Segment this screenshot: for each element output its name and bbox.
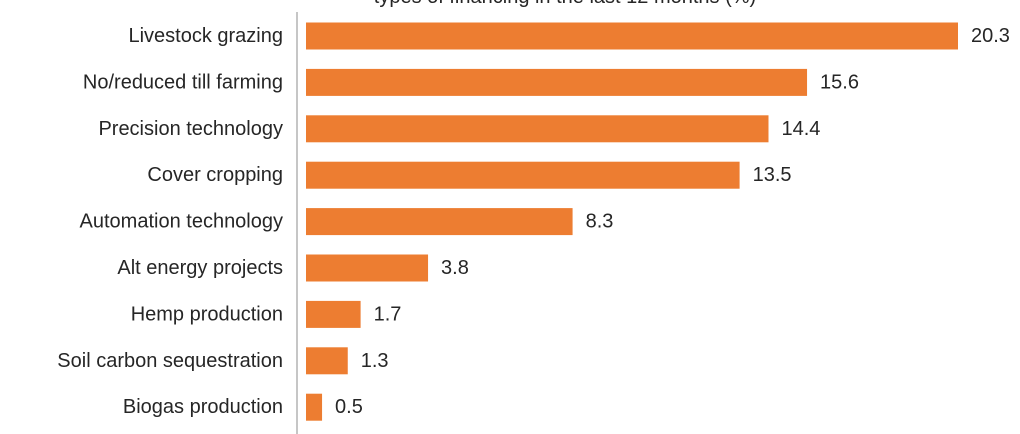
category-label-alt-energy-projects: Alt energy projects	[117, 257, 283, 279]
bar-cover-cropping	[306, 161, 740, 189]
category-labels-group: Livestock grazing No/reduced till farming…	[57, 25, 283, 418]
bar-no-reduced-till-farming	[306, 68, 808, 96]
category-label-hemp-production: Hemp production	[131, 303, 283, 325]
category-label-cover-cropping: Cover cropping	[147, 164, 283, 186]
category-label-soil-carbon-sequestration: Soil carbon sequestration	[57, 350, 283, 372]
value-label-no-reduced-till-farming: 15.6	[820, 71, 859, 93]
bar-precision-technology	[306, 115, 769, 143]
value-label-alt-energy-projects: 3.8	[441, 257, 469, 279]
bars-group	[306, 22, 958, 421]
category-label-precision-technology: Precision technology	[98, 118, 283, 140]
bar-hemp-production	[306, 300, 361, 328]
bar-biogas-production	[306, 393, 323, 421]
value-label-precision-technology: 14.4	[782, 118, 821, 140]
value-label-hemp-production: 1.7	[374, 303, 402, 325]
bar-livestock-grazing	[306, 22, 958, 50]
value-label-automation-technology: 8.3	[586, 211, 614, 233]
category-label-automation-technology: Automation technology	[80, 211, 283, 233]
value-label-biogas-production: 0.5	[335, 396, 363, 418]
category-label-no-reduced-till-farming: No/reduced till farming	[83, 71, 283, 93]
category-label-livestock-grazing: Livestock grazing	[128, 25, 283, 47]
bar-automation-technology	[306, 208, 573, 236]
category-label-biogas-production: Biogas production	[123, 396, 283, 418]
value-label-livestock-grazing: 20.3	[971, 25, 1010, 47]
value-labels-group: 20.3 15.6 14.4 13.5 8.3 3.8 1.7 1.3 0.5	[335, 25, 1010, 418]
value-label-soil-carbon-sequestration: 1.3	[361, 350, 389, 372]
bar-soil-carbon-sequestration	[306, 347, 348, 375]
bar-alt-energy-projects	[306, 254, 429, 282]
value-label-cover-cropping: 13.5	[753, 164, 792, 186]
chart-title: types of financing in the last 12 months…	[374, 0, 756, 8]
